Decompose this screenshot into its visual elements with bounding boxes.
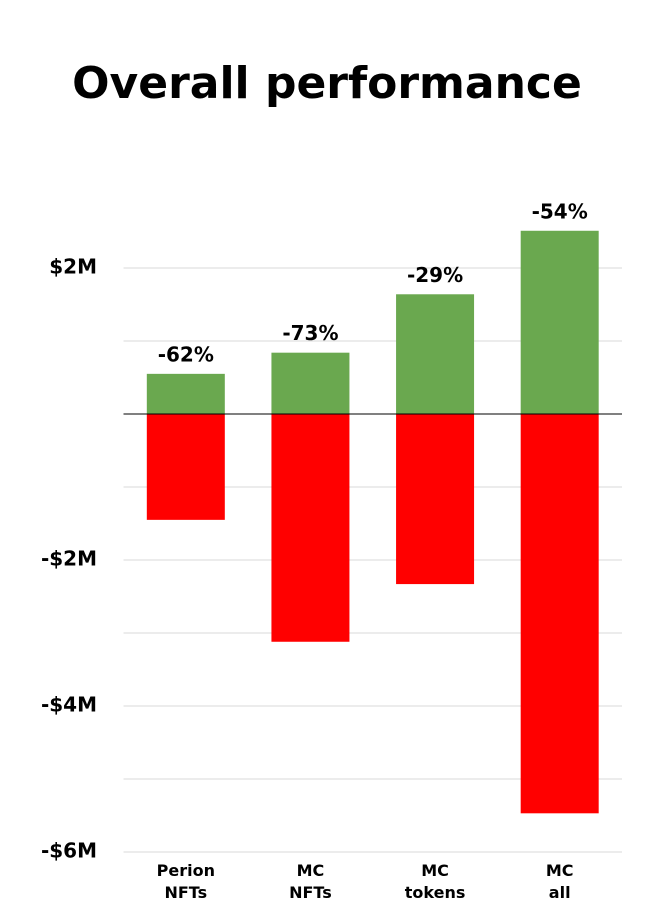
bar <box>396 414 475 585</box>
bar <box>520 230 599 414</box>
x-tick-label-line: tokens <box>405 883 466 902</box>
x-tick-label: MC NFTs <box>289 861 332 902</box>
x-tick-label: Perion NFTs <box>157 861 215 902</box>
chart-title: Overall performance <box>72 58 582 109</box>
x-tick-label: MC tokens <box>405 861 466 902</box>
x-tick-label-line: MC <box>546 861 574 880</box>
x-tick-label: MC all <box>546 861 574 902</box>
x-tick-label-line: Perion <box>157 861 215 880</box>
bar <box>146 414 225 520</box>
x-tick-label-line: NFTs <box>289 883 332 902</box>
y-tick-label: -$6M <box>41 839 97 863</box>
bar-annotation: -54% <box>532 199 588 223</box>
bar <box>271 414 350 642</box>
y-tick-label: -$2M <box>41 547 97 571</box>
x-tick-label-line: NFTs <box>164 883 207 902</box>
y-tick-label: $2M <box>49 255 97 279</box>
bar-annotation: -73% <box>282 321 338 345</box>
x-tick-label-line: all <box>549 883 571 902</box>
bar <box>520 414 599 814</box>
x-tick-label-line: MC <box>421 861 449 880</box>
bar-annotation: -62% <box>158 342 214 366</box>
bar <box>396 294 475 414</box>
bar-annotation: -29% <box>407 263 463 287</box>
bar <box>271 352 350 414</box>
y-tick-label: -$4M <box>41 693 97 717</box>
x-tick-label-line: MC <box>297 861 325 880</box>
bar <box>146 373 225 414</box>
